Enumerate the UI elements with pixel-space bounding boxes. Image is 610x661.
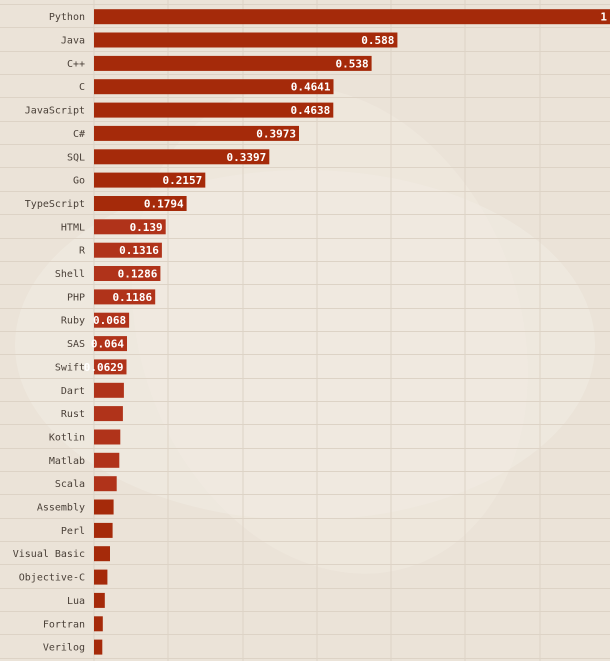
value-label: 0.3973 [256,127,296,140]
category-label: PHP [67,292,85,303]
category-label: Verilog [43,643,85,654]
value-label: 0.1186 [112,291,152,304]
category-label: Matlab [49,456,85,467]
value-label: 0.2157 [163,174,203,187]
category-label: Perl [61,526,85,537]
bar [94,242,162,258]
bar [94,639,103,655]
bar [94,429,121,445]
value-label: 0.064 [91,338,124,351]
bar [94,172,206,188]
bar [94,522,113,538]
bar [94,9,610,25]
category-label: HTML [61,222,85,233]
bar [94,452,120,468]
bar [94,125,299,141]
category-label: Dart [61,386,85,397]
bar [94,569,108,585]
bar [94,196,187,211]
category-label: Python [49,12,85,23]
bar [94,336,127,352]
category-label: JavaScript [25,106,85,117]
category-label: Rust [61,409,85,420]
category-label: C# [73,129,85,140]
bar [94,219,166,235]
category-label: C [79,82,85,93]
value-label: 0.4638 [291,104,331,117]
category-label: Lua [67,596,85,607]
bar [94,382,124,398]
bar [94,289,156,305]
category-label: C++ [67,59,85,70]
value-label: 0.1316 [119,244,159,257]
background-blob [132,86,528,574]
category-label: Java [61,36,85,47]
category-label: Shell [55,269,85,280]
category-label: R [79,246,86,257]
bar [94,32,398,48]
bar [94,546,110,562]
category-label: Swift [55,362,85,373]
bar [94,359,127,375]
value-label: 0.1794 [144,198,184,211]
value-label: 0.588 [361,34,394,47]
value-label: 1 [600,11,607,24]
category-label: Visual Basic [13,549,85,560]
bar [94,266,161,281]
category-label: SQL [67,152,85,163]
value-label: 0.538 [335,57,368,70]
category-label: SAS [67,339,85,350]
bar [94,79,334,95]
bar [94,476,117,492]
category-label: Objective-C [19,573,85,584]
bar [94,149,270,165]
bar [94,55,372,71]
bar [94,592,105,608]
bar [94,102,334,118]
value-label: 0.3397 [227,151,267,164]
labels-layer: Python 1 Java 0.588 C++ 0.538 C 0.4641 JavaScrip… [13,11,608,654]
value-label: 0.0629 [84,361,124,374]
bar [94,616,103,632]
bars-layer [94,9,610,655]
value-label: 0.4641 [291,81,331,94]
category-label: Scala [55,479,85,490]
category-label: Ruby [61,316,85,327]
bar [94,406,123,422]
category-label: Kotlin [49,433,85,444]
value-label: 0.068 [93,314,126,327]
bar [94,312,130,328]
category-label: TypeScript [25,199,85,210]
value-label: 0.139 [130,221,163,234]
category-label: Assembly [37,503,85,514]
category-label: Fortran [43,619,85,630]
bar [94,499,114,515]
category-label: Go [73,176,85,187]
value-label: 0.1286 [118,268,158,281]
